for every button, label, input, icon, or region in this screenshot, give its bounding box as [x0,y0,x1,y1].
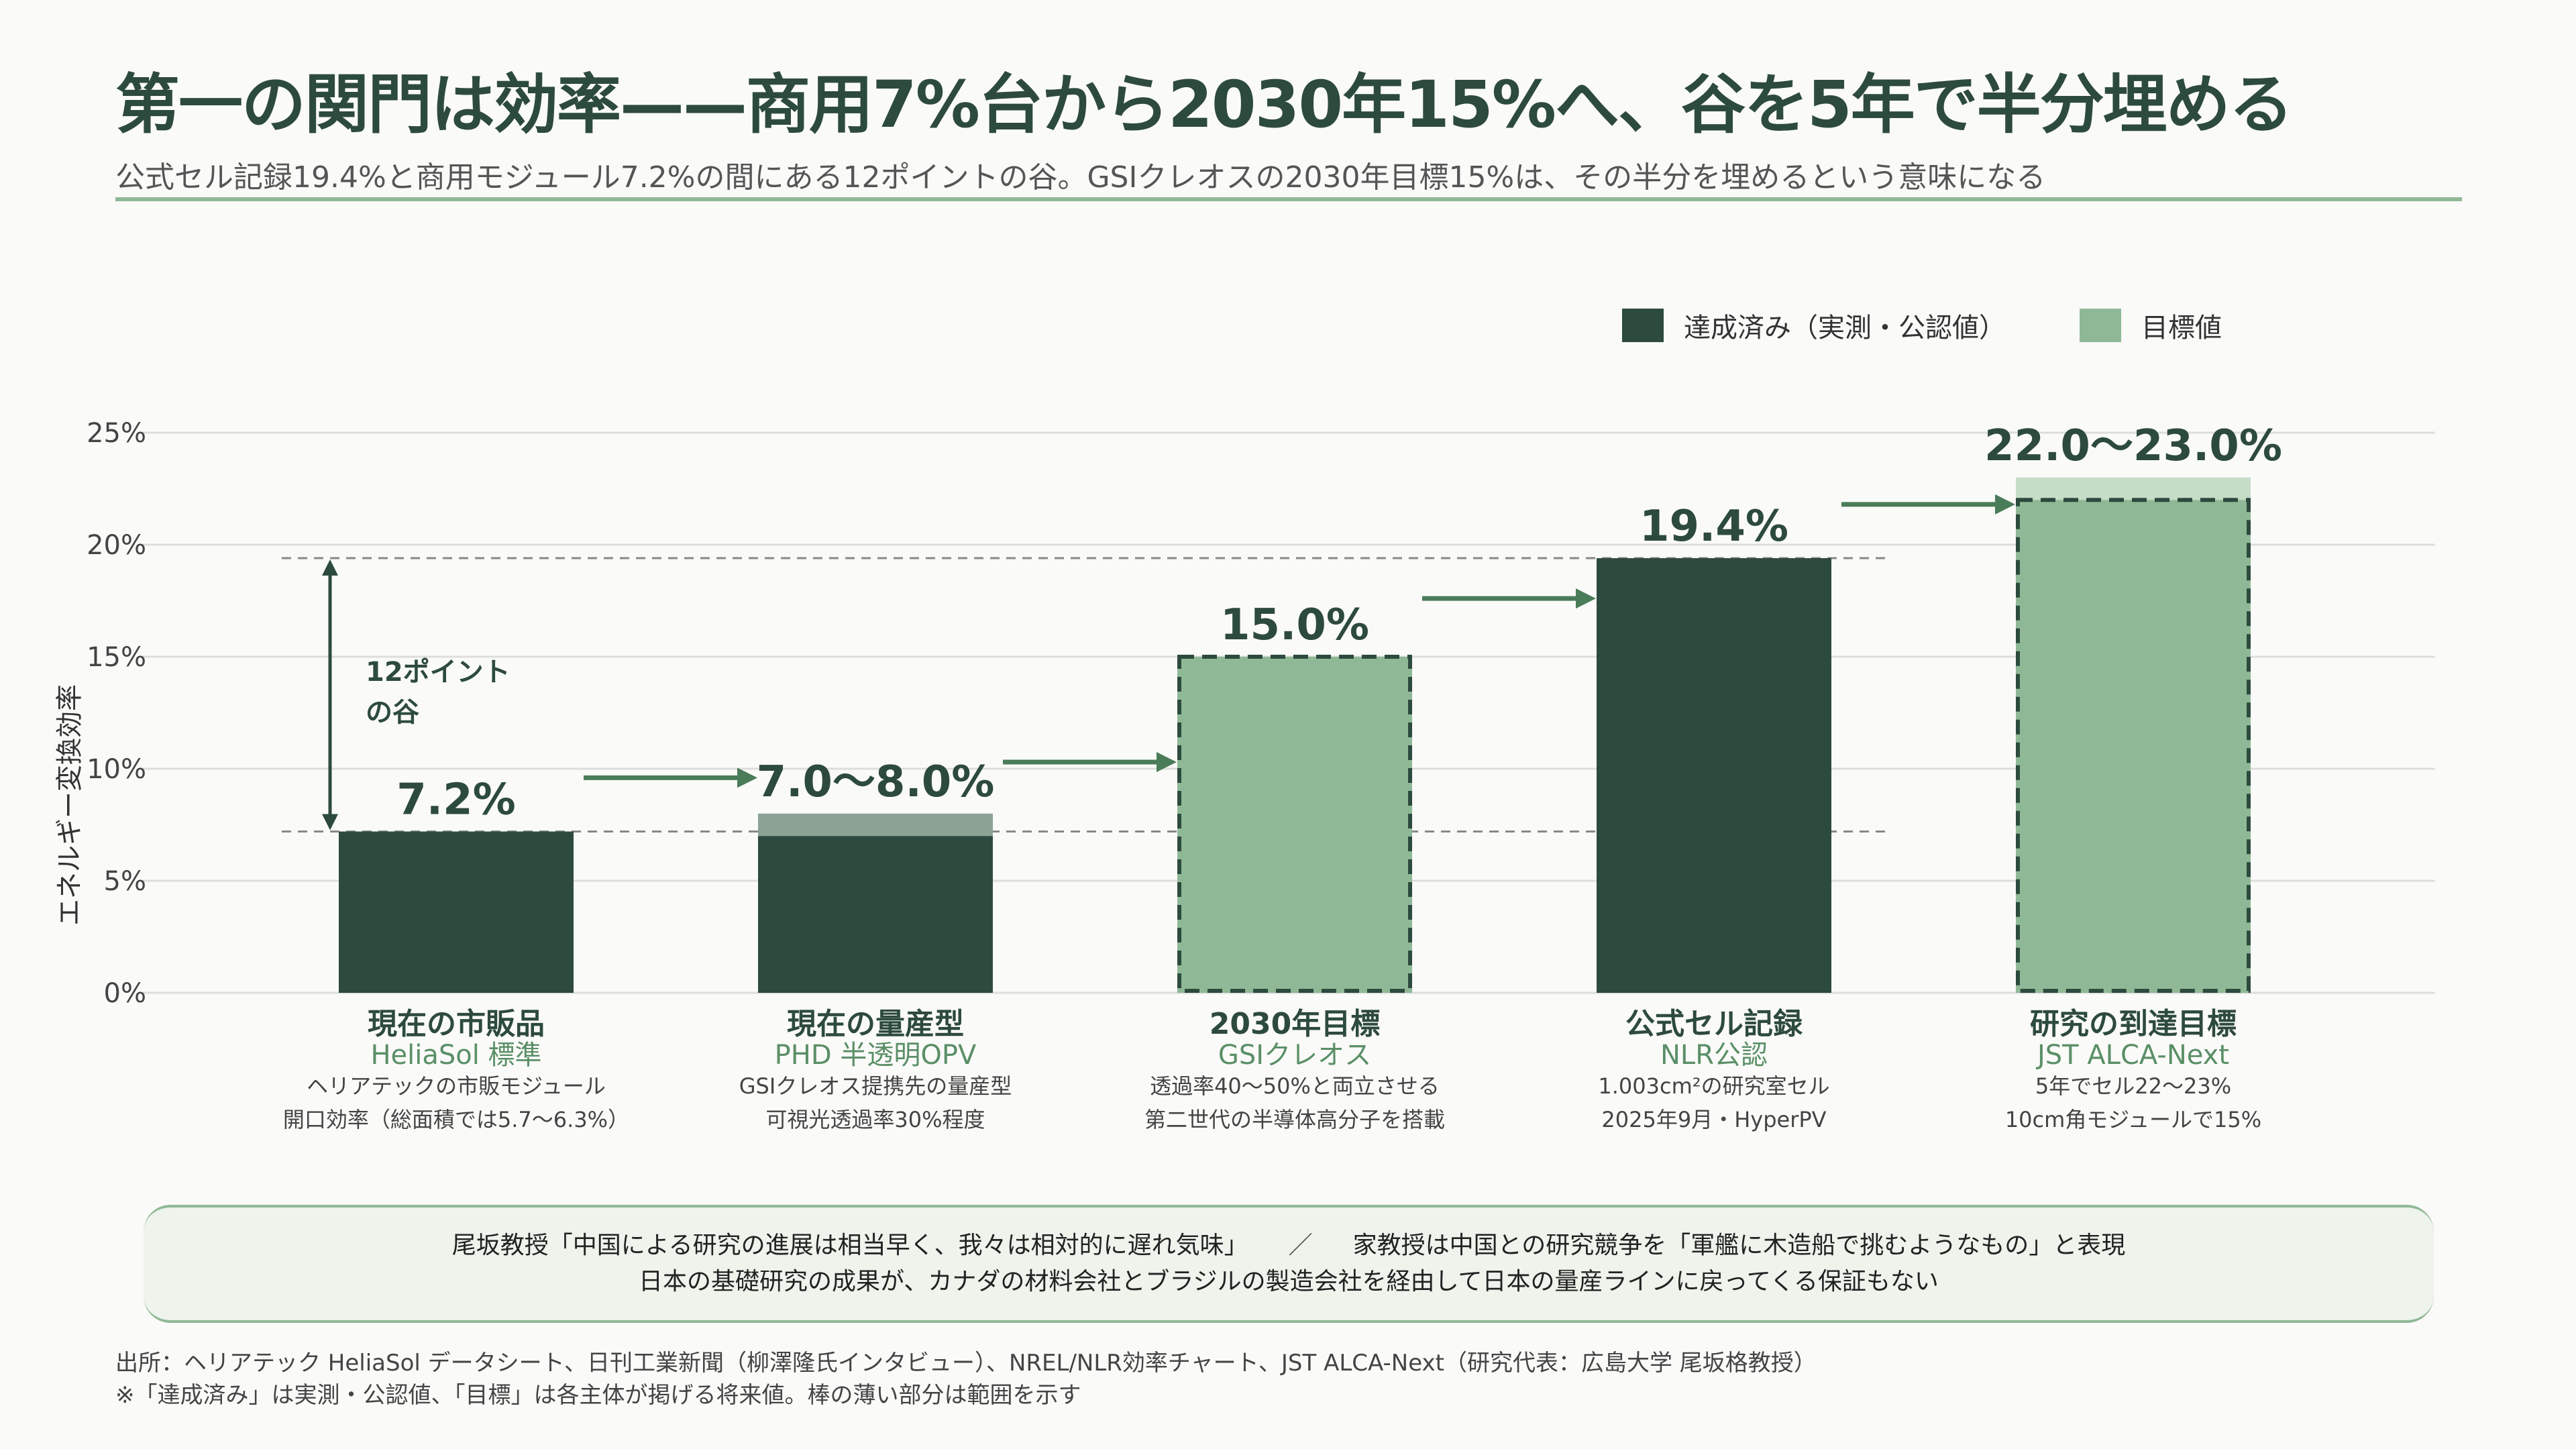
category-name: 現在の市販品 [368,1007,545,1041]
category-sub: NLR公認 [1660,1040,1768,1071]
category-sub: PHD 半透明OPV [774,1040,977,1071]
category-name: 公式セル記録 [1625,1007,1803,1041]
category-desc-2: 開口効率（総面積では5.7〜6.3%） [282,1107,630,1132]
title-divider [115,197,2462,201]
bar-1 [339,831,574,993]
quote-line-1: 尾坂教授「中国による研究の進展は相当早く、我々は相対的に遅れ気味」 ／ 家教授は中国… [452,1228,2126,1264]
category-desc-2: 10cm角モジュールで15% [2004,1107,2262,1132]
category-sub: GSIクレオス [1218,1040,1372,1071]
category-3: 2030年目標 GSIクレオス 透過率40〜50%と両立させる 第二世代の半導体高分子… [1093,1008,1496,1136]
page-title: 第一の関門は効率——商用7%台から2030年15%へ、谷を5年で半分埋める [115,67,2294,142]
bar-3 [1177,657,1412,993]
legend-item-achieved: 達成済み（実測・公認値） [1622,306,2006,345]
gap-label-line-1: 12ポイント [366,657,511,688]
bar-range-2 [758,813,993,837]
quote-separator: ／ [1288,1232,1313,1259]
category-name: 2030年目標 [1209,1007,1381,1041]
category-sub: HeliaSol 標準 [370,1040,542,1071]
quote-box: 尾坂教授「中国による研究の進展は相当早く、我々は相対的に遅れ気味」 ／ 家教授は中国… [144,1205,2434,1323]
chart-legend: 達成済み（実測・公認値） 目標値 [1622,306,2222,345]
category-desc-2: 2025年9月・HyperPV [1601,1107,1827,1132]
y-tick-label-5: 5% [104,866,146,897]
page-subtitle: 公式セル記録19.4%と商用モジュール7.2%の間にある12ポイントの谷。GSI… [115,160,2046,195]
source-line: 出所：ヘリアテック HeliaSol データシート、日刊工業新聞（柳澤隆氏インタ… [115,1350,1817,1377]
y-axis-label: エネルギー変換効率 [54,684,85,926]
bar-value-label-2: 7.0〜8.0% [757,757,995,807]
sources-note: 出所：ヘリアテック HeliaSol データシート、日刊工業新聞（柳澤隆氏インタ… [115,1347,1817,1411]
bar-target-outline-5 [2016,498,2251,993]
y-tick-label-20: 20% [87,530,146,561]
legend-label-achieved: 達成済み（実測・公認値） [1684,313,2006,343]
legend-label-target: 目標値 [2141,313,2222,343]
y-tick-label-0: 0% [104,978,146,1009]
footnote-line: ※「達成済み」は実測・公認値、「目標」は各主体が掲げる将来値。棒の薄い部分は範囲… [115,1382,1081,1409]
bar-value-label-1: 7.2% [396,775,516,825]
category-desc-1: ヘリアテックの市販モジュール [307,1073,606,1099]
bar-value-label-4: 19.4% [1640,502,1788,551]
y-tick-label-25: 25% [87,418,146,449]
category-desc-1: 1.003cm²の研究室セル [1598,1073,1830,1099]
category-desc-1: 5年でセル22〜23% [2035,1073,2232,1099]
bar-5 [2016,500,2251,993]
category-name: 研究の到達目標 [2030,1007,2237,1041]
legend-item-target: 目標値 [2080,306,2222,345]
bar-value-label-3: 15.0% [1220,600,1369,650]
bar-4 [1597,558,1831,993]
legend-swatch-target [2080,309,2121,342]
quote-line-2: 日本の基礎研究の成果が、カナダの材料会社とブラジルの製造会社を経由して日本の量産… [639,1268,1939,1295]
bar-range-5 [2016,477,2251,500]
gap-label-line-2: の谷 [366,697,419,728]
category-2: 現在の量産型 PHD 半透明OPV GSIクレオス提携先の量産型 可視光透過率30%程… [674,1008,1077,1136]
y-tick-label-15: 15% [87,642,146,673]
bar-value-label-5: 22.0〜23.0% [1984,421,2282,471]
quote-osaka: 尾坂教授「中国による研究の進展は相当早く、我々は相対的に遅れ気味」 [451,1232,1248,1259]
category-4: 公式セル記録 NLR公認 1.003cm²の研究室セル 2025年9月・HyperPV [1513,1008,1915,1136]
category-1: 現在の市販品 HeliaSol 標準 ヘリアテックの市販モジュール 開口効率（総面積で… [255,1008,657,1136]
quote-ie: 家教授は中国との研究競争を「軍艦に木造船で挑むようなもの」と表現 [1352,1232,2126,1259]
category-desc-2: 第二世代の半導体高分子を搭載 [1144,1107,1445,1132]
legend-swatch-achieved [1622,309,1664,342]
bar-2 [758,836,993,993]
efficiency-bar-chart: 0% 5% 10% 15% 20% 25% 12ポイントの谷 7.2% 7.0〜8.0% 15.0… [87,418,2435,1009]
category-desc-1: GSIクレオス提携先の量産型 [739,1073,1012,1099]
category-desc-1: 透過率40〜50%と両立させる [1150,1073,1440,1099]
category-5: 研究の到達目標 JST ALCA-Next 5年でセル22〜23% 10cm角モジュー… [1932,1008,2334,1136]
category-desc-2: 可視光透過率30%程度 [765,1107,985,1132]
category-name: 現在の量産型 [787,1007,964,1041]
category-sub: JST ALCA-Next [2037,1040,2229,1071]
y-tick-label-10: 10% [87,754,146,785]
bar-target-outline-3 [1177,655,1412,993]
